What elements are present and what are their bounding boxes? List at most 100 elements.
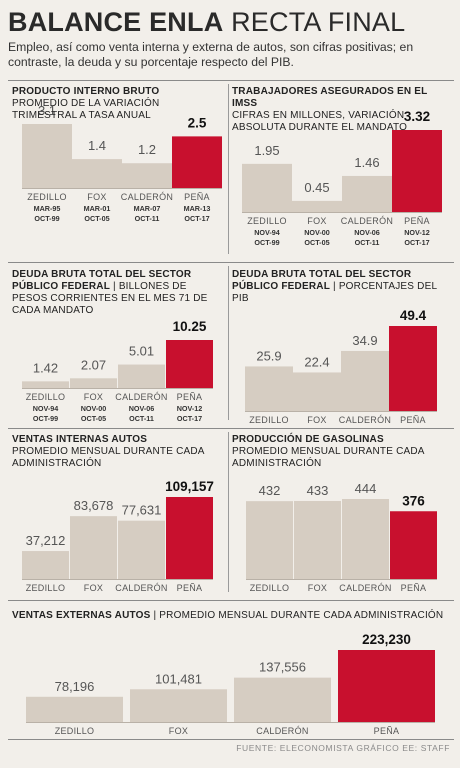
category-label: FOX	[84, 392, 103, 402]
chart-deuda-pesos: DEUDA BRUTA TOTAL DEL SECTOR PÚBLICO FED…	[12, 269, 222, 424]
category-label: FOX	[308, 583, 327, 593]
bar-calderón	[118, 364, 165, 388]
source-note: FUENTE: ELECONOMISTA GRÁFICO EE: STAFF	[236, 743, 450, 753]
category-label: CALDERÓN	[115, 392, 167, 402]
period-label: MAR-95	[34, 204, 61, 213]
bar-fox	[130, 689, 227, 722]
category-label: FOX	[307, 216, 326, 226]
page-subtitle: Empleo, así como venta interna y externa…	[8, 40, 414, 69]
value-label: 376	[402, 493, 425, 508]
period-label: OCT-17	[404, 238, 429, 247]
divider	[8, 428, 454, 429]
bar-calderón	[342, 175, 392, 212]
chart-ventas-externas: VENTAS EXTERNAS AUTOS | PROMEDIO MENSUAL D…	[12, 610, 454, 738]
chart-svg: 1.95ZEDILLONOV-94OCT-990.45FOXNOV-00OCT-…	[242, 109, 442, 247]
value-label: 223,230	[362, 632, 411, 647]
period-label: NOV-12	[404, 228, 430, 237]
period-label: NOV-00	[81, 404, 107, 413]
period-label: NOV-94	[33, 404, 59, 413]
bar-peña	[338, 650, 435, 722]
chart-title: TRABAJADORES ASEGURADOS EN EL IMSS	[232, 86, 428, 109]
value-label: 77,631	[122, 503, 162, 518]
chart-pib: PRODUCTO INTERNO BRUTO PROMEDIO DE LA VAR…	[12, 86, 222, 256]
value-label: 1.2	[138, 142, 156, 157]
category-label: ZEDILLO	[250, 583, 290, 593]
bar-peña	[166, 340, 213, 388]
bar-zedillo	[22, 551, 69, 579]
chart-gasolinas: PRODUCCIÓN DE GASOLINAS PROMEDIO MENSUAL …	[232, 434, 454, 596]
column-divider	[228, 266, 229, 420]
bar-calderón	[118, 520, 165, 579]
period-label: OCT-17	[184, 214, 209, 223]
divider	[8, 739, 454, 740]
bar-fox	[70, 378, 117, 388]
chart-subtitle: BILLONES DE PESOS CORRIENTES EN EL MES 7…	[12, 281, 208, 316]
category-label: ZEDILLO	[27, 192, 67, 202]
category-label: PEÑA	[400, 415, 426, 424]
category-label: ZEDILLO	[26, 392, 66, 402]
value-label: 37,212	[26, 533, 66, 548]
chart-svg: 37,212 ZEDILLO 83,678 FOX 77,631 CALDERÓN 109,…	[22, 479, 214, 593]
category-label: ZEDILLO	[247, 216, 287, 226]
bar-calderón	[342, 499, 389, 579]
chart-svg: 25.9 ZEDILLO 22.4 FOX 34.9 CALDERÓN 49.4 PEÑA	[245, 308, 437, 425]
value-label: 83,678	[74, 498, 114, 513]
chart-subtitle: CIFRAS EN MILLONES, VARIACIÓN ABSOLUTA D…	[232, 110, 408, 133]
period-label: NOV-00	[304, 228, 330, 237]
period-label: OCT-99	[33, 414, 58, 423]
value-label: 1.4	[88, 138, 106, 153]
period-label: MAR-01	[84, 204, 111, 213]
chart-svg: 1.42ZEDILLONOV-94OCT-992.07FOXNOV-00OCT-…	[22, 319, 213, 423]
chart-svg: 432 ZEDILLO 433 FOX 444 CALDERÓN 376 PEÑA	[246, 481, 437, 593]
category-label: CALDERÓN	[256, 726, 308, 736]
value-label: 1.42	[33, 360, 58, 375]
period-label: OCT-05	[304, 238, 329, 247]
category-label: PEÑA	[404, 216, 430, 226]
value-label: 0.45	[304, 180, 329, 195]
value-label: 433	[307, 483, 329, 498]
value-label: 1.95	[254, 143, 279, 158]
period-label: OCT-11	[355, 238, 380, 247]
bar-zedillo	[22, 381, 69, 388]
value-label: 1.46	[354, 155, 379, 170]
chart-title: VENTAS EXTERNAS AUTOS	[12, 610, 151, 621]
category-label: FOX	[169, 726, 188, 736]
period-label: OCT-99	[254, 238, 279, 247]
value-label: 78,196	[55, 679, 95, 694]
value-label: 22.4	[304, 354, 329, 369]
bar-zedillo	[246, 501, 293, 579]
period-label: MAR-13	[184, 204, 211, 213]
bar-peña	[392, 130, 442, 212]
category-label: CALDERÓN	[339, 583, 391, 593]
bar-fox	[72, 159, 122, 188]
bar-calderón	[122, 163, 172, 188]
bar-zedillo	[22, 124, 72, 188]
divider	[8, 80, 454, 81]
bar-calderón	[341, 350, 389, 411]
chart-subtitle: PROMEDIO DE LA VARIACIÓN TRIMESTRAL A TA…	[12, 98, 160, 121]
category-label: CALDERÓN	[121, 192, 173, 202]
chart-subtitle: PORCENTAJES DEL PIB	[232, 281, 437, 304]
period-label: OCT-05	[84, 214, 109, 223]
bar-peña	[389, 326, 437, 411]
bar-fox	[70, 516, 117, 579]
category-label: ZEDILLO	[26, 583, 66, 593]
category-label: ZEDILLO	[249, 415, 289, 424]
category-label: FOX	[307, 415, 326, 424]
divider	[8, 600, 454, 601]
chart-deuda-pib: DEUDA BRUTA TOTAL DEL SECTOR PÚBLICO FED…	[232, 269, 454, 425]
period-label: OCT-17	[177, 414, 202, 423]
bar-fox	[292, 200, 342, 212]
chart-ventas-internas: VENTAS INTERNAS AUTOS PROMEDIO MENSUAL DU…	[12, 434, 222, 596]
period-label: OCT-11	[135, 214, 160, 223]
page-title: BALANCE ENLA RECTA FINAL	[8, 6, 405, 38]
bar-fox	[293, 372, 341, 411]
bar-zedillo	[245, 366, 293, 411]
value-label: 3.1	[38, 103, 56, 118]
chart-title: DEUDA BRUTA TOTAL DEL SECTOR PÚBLICO FED…	[12, 269, 192, 292]
period-label: OCT-99	[34, 214, 59, 223]
value-label: 137,556	[259, 660, 306, 675]
bar-zedillo	[26, 696, 123, 722]
value-label: 5.01	[129, 344, 154, 359]
value-label: 34.9	[352, 333, 377, 348]
